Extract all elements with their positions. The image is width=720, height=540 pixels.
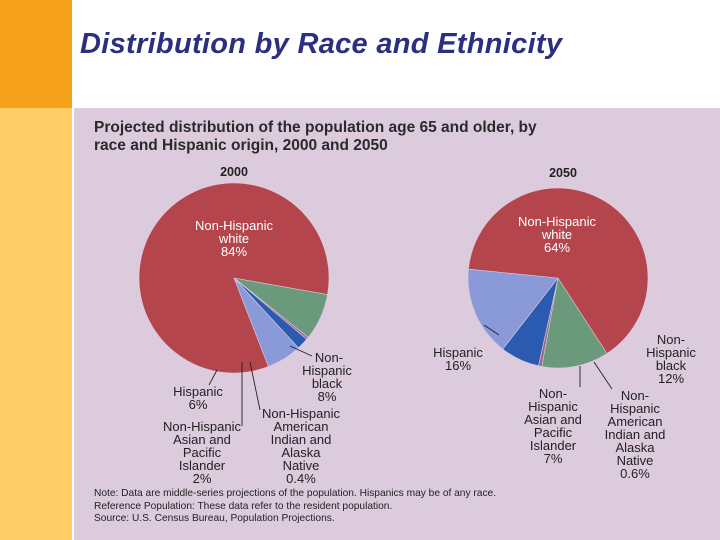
label-2000-white-value: 84%	[221, 244, 247, 259]
label-2000-black-line3: black	[312, 376, 343, 391]
note-line-2: Reference Population: These data refer t…	[94, 500, 393, 512]
label-2000-asian-line4: Islander	[179, 458, 226, 473]
figure-panel: Projected distribution of the population…	[74, 108, 720, 540]
pie-2050-slice-non-hispanic-white	[468, 187, 649, 354]
label-2000-aian-line3: Indian and	[271, 432, 332, 447]
label-2050-black-line3: black	[656, 358, 687, 373]
label-2050-black-line2: Hispanic	[646, 345, 696, 360]
label-2050-aian-value: 0.6%	[620, 466, 650, 481]
note-line-3: Source: U.S. Census Bureau, Population P…	[94, 513, 335, 524]
label-2050-asian-line3: Asian and	[524, 412, 582, 427]
label-2050-white-line2: white	[541, 227, 572, 242]
slide-title: Distribution by Race and Ethnicity	[80, 28, 563, 60]
label-2000-black-value: 8%	[318, 389, 337, 404]
label-2050-black-line1: Non-	[657, 332, 685, 347]
label-2000-asian-line3: Pacific	[183, 445, 222, 460]
label-2000-white-line2: white	[218, 231, 249, 246]
figure-title: Projected distribution of the population…	[94, 119, 694, 155]
label-2050-asian-line2: Hispanic	[528, 399, 578, 414]
label-2050-aian-line1: Non-	[621, 388, 649, 403]
label-2050-aian-line3: American	[608, 414, 663, 429]
label-2000-asian-line2: Asian and	[173, 432, 231, 447]
pie-title-2050: 2050	[549, 166, 577, 180]
figure-title-line-2: race and Hispanic origin, 2000 and 2050	[94, 137, 388, 154]
label-2000-asian-line1: Non-Hispanic	[163, 419, 242, 434]
label-2000-aian-value: 0.4%	[286, 471, 316, 486]
label-2050-aian-line6: Native	[617, 453, 654, 468]
pie-charts: 2000 2050 Non-Hispanic white 84% Non- Hi…	[138, 165, 696, 486]
label-2050-aian-line2: Hispanic	[610, 401, 660, 416]
label-2050-asian-line4: Pacific	[534, 425, 573, 440]
label-2050-white-line1: Non-Hispanic	[518, 214, 597, 229]
label-2000-hispanic-value: 6%	[189, 397, 208, 412]
label-2050-aian-line5: Alaska	[615, 440, 655, 455]
label-2050-asian-line1: Non-	[539, 386, 567, 401]
yellow-side-bar	[0, 108, 72, 540]
label-2000-aian-line4: Alaska	[281, 445, 321, 460]
label-2050-asian-line5: Islander	[530, 438, 577, 453]
label-2000-aian-line2: American	[274, 419, 329, 434]
label-2050-aian-line4: Indian and	[605, 427, 666, 442]
label-2050-white-value: 64%	[544, 240, 570, 255]
label-2050-hispanic-value: 16%	[445, 358, 471, 373]
pie-2050-slice-non-hispanic-black	[541, 277, 608, 369]
pie-2000-slice-non-hispanic-white	[138, 182, 330, 374]
label-2000-asian-value: 2%	[193, 471, 212, 486]
label-2000-black-line2: Hispanic	[302, 363, 352, 378]
label-2050-black-value: 12%	[658, 371, 684, 386]
label-2050-hispanic: Hispanic	[433, 345, 483, 360]
pie-title-2000: 2000	[220, 165, 248, 179]
note-line-1: Note: Data are middle-series projections…	[94, 488, 497, 499]
label-2000-aian-line1: Non-Hispanic	[262, 406, 341, 421]
figure-title-line-1: Projected distribution of the population…	[94, 119, 537, 136]
label-2000-white-line1: Non-Hispanic	[195, 218, 274, 233]
figure-note: Note: Data are middle-series projections…	[94, 488, 704, 526]
orange-side-bar	[0, 0, 72, 108]
label-2000-hispanic: Hispanic	[173, 384, 223, 399]
label-2000-black-line1: Non-	[315, 350, 343, 365]
label-2050-asian-value: 7%	[544, 451, 563, 466]
label-2000-aian-line5: Native	[283, 458, 320, 473]
